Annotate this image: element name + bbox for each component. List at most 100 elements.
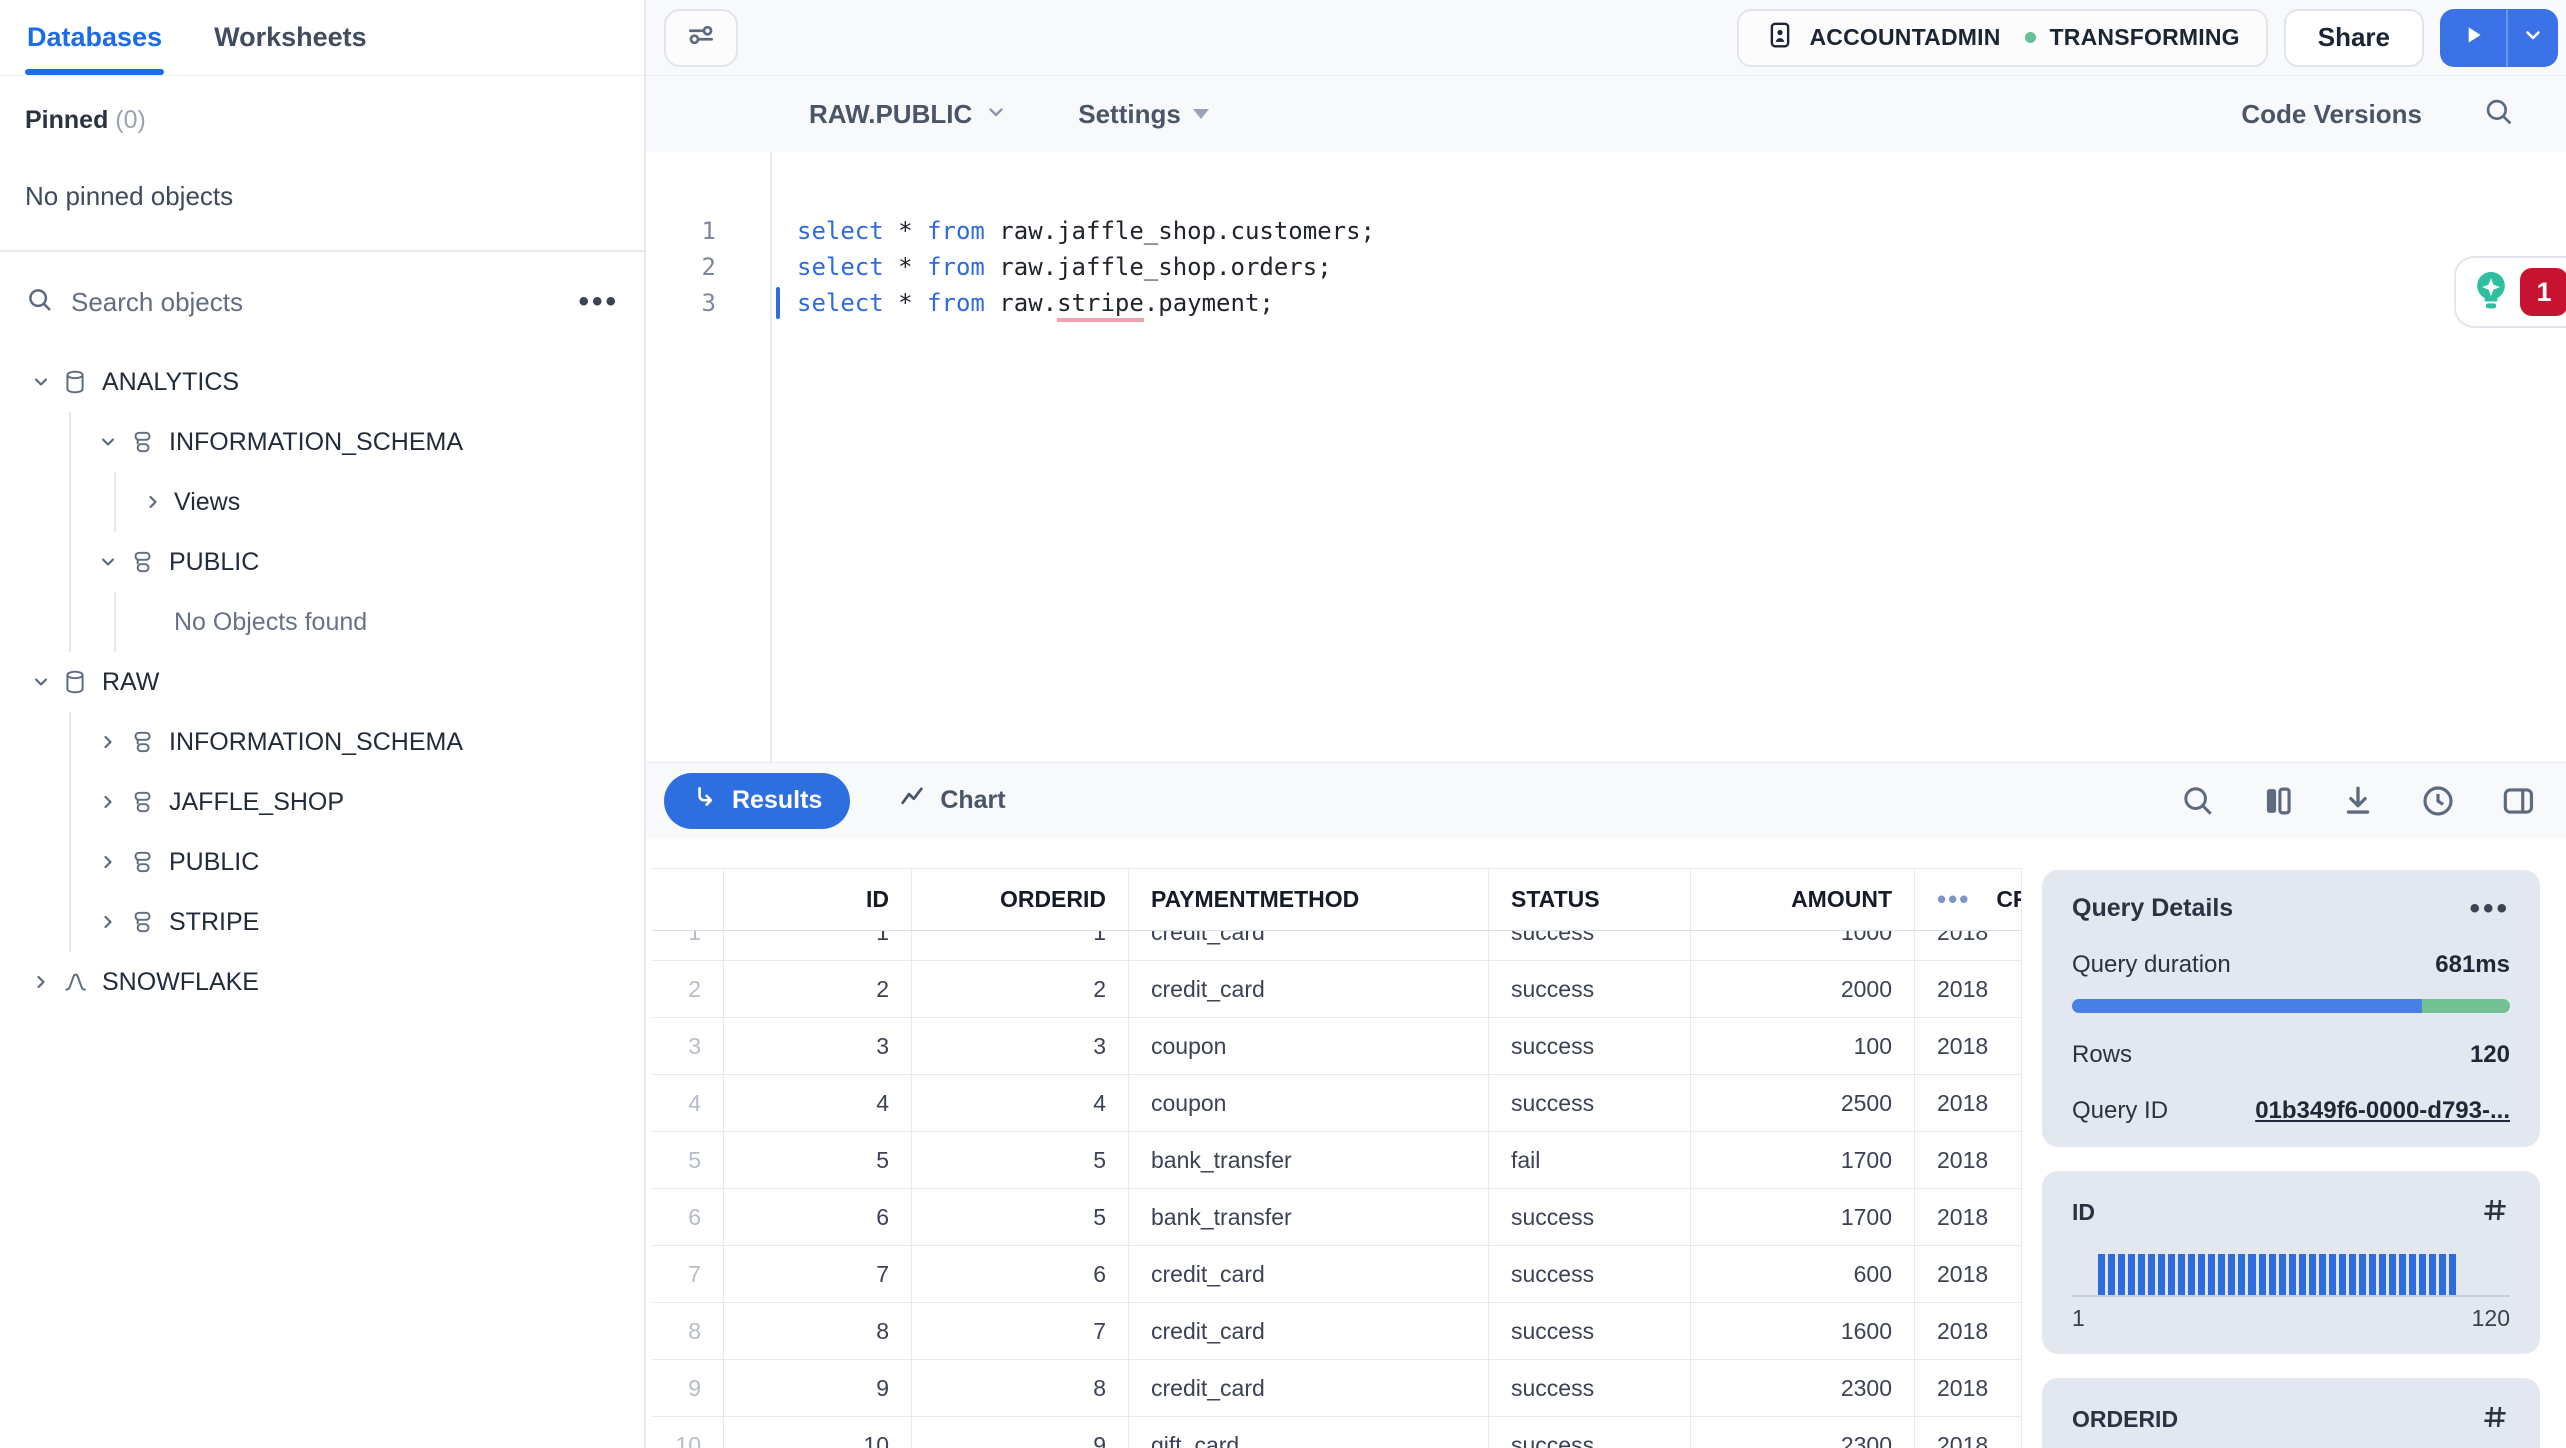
table-row[interactable]: 9 9 8 credit_card success 2300 2018 — [652, 1360, 2022, 1417]
table-row[interactable]: 1 1 1 credit_card success 1000 2018 — [652, 931, 2022, 961]
chevron-right-icon[interactable] — [95, 729, 121, 755]
table-row[interactable]: 3 3 3 coupon success 100 2018 — [652, 1018, 2022, 1075]
column-header-created[interactable]: ••• CREATED — [1915, 869, 2022, 931]
editor-search-icon[interactable] — [2482, 95, 2516, 134]
cell-status: success — [1489, 1417, 1691, 1448]
query-id-label: Query ID — [2072, 1097, 2169, 1124]
cell-paymentmethod: credit_card — [1129, 931, 1489, 961]
tab-results[interactable]: Results — [664, 772, 851, 829]
tree-item-raw-public[interactable]: PUBLIC — [71, 832, 644, 892]
pinned-heading: Pinned (0) — [25, 106, 619, 135]
code-versions-button[interactable]: Code Versions — [2241, 98, 2422, 129]
sidebar-tabs: Databases Worksheets — [0, 0, 644, 76]
chevron-right-icon[interactable] — [95, 849, 121, 875]
query-duration-bar — [2072, 999, 2510, 1013]
id-histogram[interactable] — [2072, 1254, 2510, 1297]
cell-amount: 1700 — [1691, 1132, 1915, 1189]
tree-item-label: PUBLIC — [169, 547, 260, 576]
cell-created: 2018 — [1915, 1303, 2022, 1360]
tree-item-snowflake[interactable]: SNOWFLAKE — [28, 952, 644, 1012]
cell-paymentmethod: bank_transfer — [1129, 1189, 1489, 1246]
chevron-right-icon[interactable] — [28, 969, 54, 995]
settings-menu[interactable]: Settings — [1078, 99, 1209, 130]
chevron-down-icon[interactable] — [28, 669, 54, 695]
run-query-button[interactable] — [2440, 9, 2506, 67]
histogram-bar — [2388, 1254, 2396, 1295]
table-body-viewport[interactable]: 1 1 1 credit_card success 1000 2018 2 — [652, 931, 2022, 1448]
cell-status: success — [1489, 961, 1691, 1018]
tree-item-label: RAW — [102, 667, 160, 696]
share-button[interactable]: Share — [2283, 8, 2424, 67]
tree-item-public[interactable]: PUBLIC — [71, 532, 644, 592]
column-header-orderid[interactable]: ORDERID — [912, 869, 1129, 931]
sidebar-more-menu[interactable]: ••• — [578, 285, 619, 318]
histogram-bar — [2419, 1254, 2427, 1295]
row-number-cell: 10 — [652, 1417, 724, 1448]
table-row[interactable]: 7 7 6 credit_card success 600 2018 — [652, 1246, 2022, 1303]
tab-chart[interactable]: Chart — [898, 783, 1006, 818]
cell-amount: 1600 — [1691, 1303, 1915, 1360]
chevron-down-icon[interactable] — [95, 549, 121, 575]
chevron-right-icon[interactable] — [95, 789, 121, 815]
tree-item-views[interactable]: Views — [116, 472, 644, 532]
copilot-suggestion-pill[interactable]: 1 — [2454, 256, 2566, 328]
chevron-right-icon[interactable] — [140, 489, 166, 515]
cell-id: 1 — [724, 931, 912, 961]
chevron-down-icon — [2521, 23, 2545, 52]
table-row[interactable]: 8 8 7 credit_card success 1600 2018 — [652, 1303, 2022, 1360]
column-header-id[interactable]: ID — [724, 869, 912, 931]
worksheet-options-button[interactable] — [664, 8, 738, 67]
table-row[interactable]: 10 10 9 gift_card success 2300 2018 — [652, 1417, 2022, 1448]
column-header-status[interactable]: STATUS — [1489, 869, 1691, 931]
histogram-bar — [2148, 1254, 2156, 1295]
tree-empty-message: No Objects found — [116, 592, 644, 652]
chevron-down-icon[interactable] — [28, 369, 54, 395]
tree-item-stripe[interactable]: STRIPE — [71, 892, 644, 952]
tree-item-jaffle-shop[interactable]: JAFFLE_SHOP — [71, 772, 644, 832]
history-clock-icon[interactable] — [2416, 779, 2460, 823]
id-histogram-bars — [2098, 1254, 2457, 1295]
tree-item-raw[interactable]: RAW — [28, 652, 644, 712]
table-row[interactable]: 2 2 2 credit_card success 2000 2018 — [652, 961, 2022, 1018]
histogram-bar — [2439, 1254, 2447, 1295]
sql-editor[interactable]: 1 2 3 select * from raw.jaffle_shop.cust… — [646, 152, 2566, 762]
split-panel-icon[interactable] — [2496, 779, 2540, 823]
histogram-bar — [2398, 1254, 2406, 1295]
database-context-selector[interactable]: RAW.PUBLIC — [809, 99, 1008, 130]
histogram-bar — [2138, 1254, 2146, 1295]
cell-created: 2018 — [1915, 931, 2022, 961]
tab-databases[interactable]: Databases — [24, 0, 165, 75]
schema-icon — [129, 849, 155, 875]
table-row[interactable]: 5 5 5 bank_transfer fail 1700 2018 — [652, 1132, 2022, 1189]
pinned-count: (0) — [115, 106, 146, 134]
results-search-icon[interactable] — [2176, 779, 2220, 823]
query-id-link[interactable]: 01b349f6-0000-d793-... — [2255, 1097, 2510, 1124]
sql-text: raw.jaffle_shop.orders; — [984, 253, 1332, 281]
cell-orderid: 5 — [912, 1132, 1129, 1189]
histogram-bar — [2188, 1254, 2196, 1295]
column-header-paymentmethod[interactable]: PAYMENTMETHOD — [1129, 869, 1489, 931]
chevron-down-icon[interactable] — [95, 429, 121, 455]
chevron-right-icon[interactable] — [95, 909, 121, 935]
query-details-menu[interactable]: ••• — [2469, 891, 2510, 925]
table-row[interactable]: 6 6 5 bank_transfer success 1700 2018 — [652, 1189, 2022, 1246]
cell-amount: 1700 — [1691, 1189, 1915, 1246]
column-header-amount[interactable]: AMOUNT — [1691, 869, 1915, 931]
run-options-button[interactable] — [2506, 8, 2558, 67]
role-badge-icon — [1765, 20, 1795, 55]
cell-created: 2018 — [1915, 1246, 2022, 1303]
columns-icon[interactable] — [2256, 779, 2300, 823]
download-icon[interactable] — [2336, 779, 2380, 823]
table-row[interactable]: 4 4 4 coupon success 2500 2018 — [652, 1075, 2022, 1132]
role-warehouse-selector[interactable]: ACCOUNTADMIN TRANSFORMING — [1737, 8, 2268, 67]
tree-item-information-schema[interactable]: INFORMATION_SCHEMA — [71, 412, 644, 472]
column-menu-icon[interactable]: ••• — [1937, 884, 1971, 914]
raw-children: INFORMATION_SCHEMA JAFFLE_SHOP PUBLIC ST… — [69, 712, 644, 952]
tab-worksheets[interactable]: Worksheets — [214, 22, 367, 52]
search-input[interactable] — [71, 286, 579, 318]
tree-item-raw-information-schema[interactable]: INFORMATION_SCHEMA — [71, 712, 644, 772]
code-area[interactable]: select * from raw.jaffle_shop.customers;… — [772, 152, 1375, 762]
id-max-label: 120 — [2471, 1305, 2510, 1331]
tree-item-analytics[interactable]: ANALYTICS — [28, 352, 644, 412]
cell-id: 6 — [724, 1189, 912, 1246]
